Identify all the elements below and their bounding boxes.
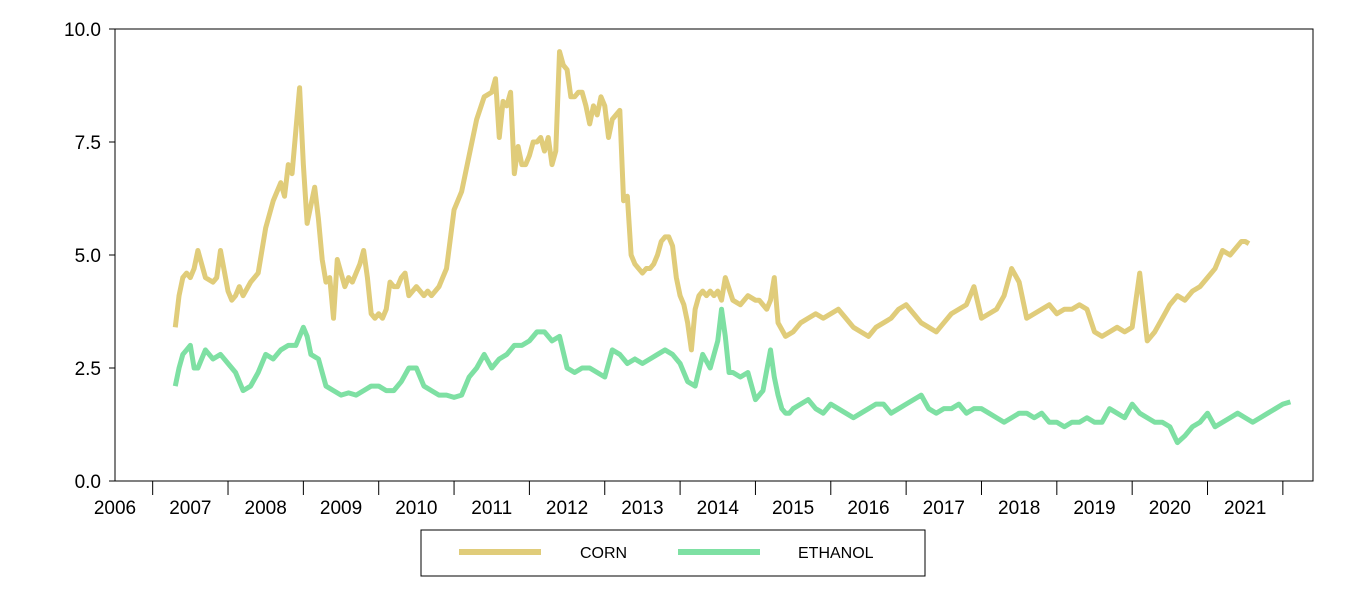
legend-label-corn: CORN (580, 545, 627, 562)
plot-area-frame (114, 28, 1314, 482)
x-tick-label: 2015 (772, 498, 814, 519)
x-tick-label: 2006 (94, 498, 136, 519)
x-tick-label: 2010 (395, 498, 437, 519)
y-tick-label: 7.5 (75, 133, 101, 154)
y-tick-label: 2.5 (75, 359, 101, 380)
x-tick-label: 2008 (245, 498, 287, 519)
series-line-corn (172, 49, 1251, 353)
x-tick-label: 2011 (471, 498, 512, 519)
x-tick-label: 2007 (169, 498, 211, 519)
x-tick-label: 2013 (621, 498, 663, 519)
x-tick-label: 2019 (1073, 498, 1115, 519)
x-tick-label: 2016 (847, 498, 889, 519)
x-tick-label: 2021 (1224, 498, 1266, 519)
series-line-ethanol (172, 306, 1292, 446)
y-axis: 0.0 2.5 5.0 7.5 10.0 (64, 20, 115, 493)
x-tick-label: 2018 (998, 498, 1040, 519)
y-tick-label: 10.0 (64, 20, 101, 41)
legend-label-ethanol: ETHANOL (798, 545, 874, 562)
x-tick-label: 2009 (320, 498, 362, 519)
y-tick-label: 0.0 (75, 472, 101, 493)
x-tick-label: 2017 (923, 498, 965, 519)
x-tick-label: 2012 (546, 498, 588, 519)
legend: CORN ETHANOL (420, 529, 926, 577)
y-tick-label: 5.0 (75, 246, 101, 267)
x-tick-label: 2014 (697, 498, 740, 519)
x-axis: 2006 2007 2008 2009 2010 2011 2012 2013 2014 2015… (94, 481, 1284, 519)
series-layer (172, 49, 1292, 446)
x-tick-label: 2020 (1149, 498, 1191, 519)
